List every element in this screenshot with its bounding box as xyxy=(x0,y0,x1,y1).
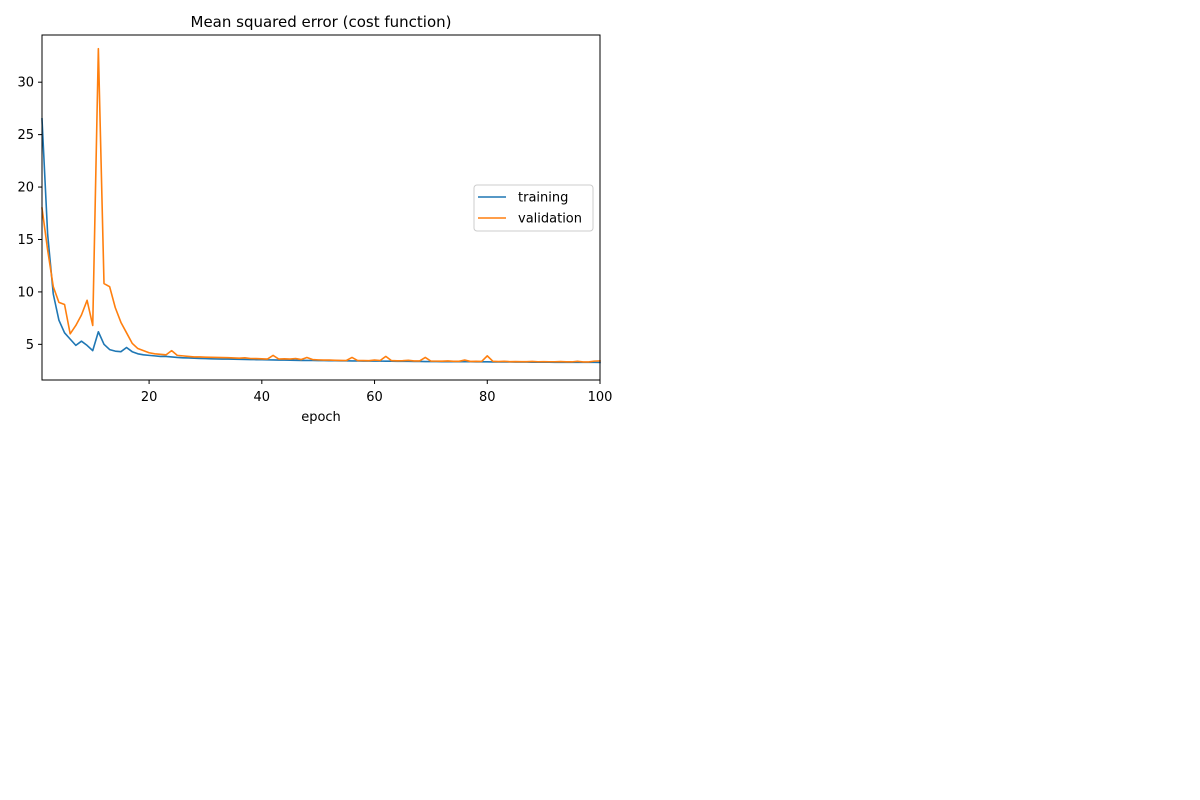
y-tick-label: 15 xyxy=(17,233,34,248)
y-tick-label: 30 xyxy=(17,76,34,91)
x-axis: 20 40 60 80 100 xyxy=(141,380,613,405)
x-tick-label: 40 xyxy=(254,390,271,405)
legend-items: training validation xyxy=(478,191,582,227)
legend: training validation xyxy=(473,184,594,232)
x-tick-label: 60 xyxy=(366,390,383,405)
x-tick-label: 80 xyxy=(479,390,496,405)
x-axis-label: epoch xyxy=(301,410,341,425)
plot-frame xyxy=(41,34,601,381)
x-tick-label: 100 xyxy=(588,390,613,405)
y-axis: 5 10 15 20 25 30 xyxy=(17,76,42,353)
x-tick-label: 20 xyxy=(141,390,158,405)
y-tick-label: 10 xyxy=(17,285,34,300)
legend-label-training: training xyxy=(518,191,568,206)
chart-title: Mean squared error (cost function) xyxy=(191,13,452,31)
y-tick-label: 20 xyxy=(17,181,34,196)
y-tick-label: 5 xyxy=(26,338,34,353)
series-layer xyxy=(41,47,601,364)
legend-label-validation: validation xyxy=(518,212,582,227)
series-line-validation xyxy=(41,47,601,363)
y-tick-label: 25 xyxy=(17,128,34,143)
